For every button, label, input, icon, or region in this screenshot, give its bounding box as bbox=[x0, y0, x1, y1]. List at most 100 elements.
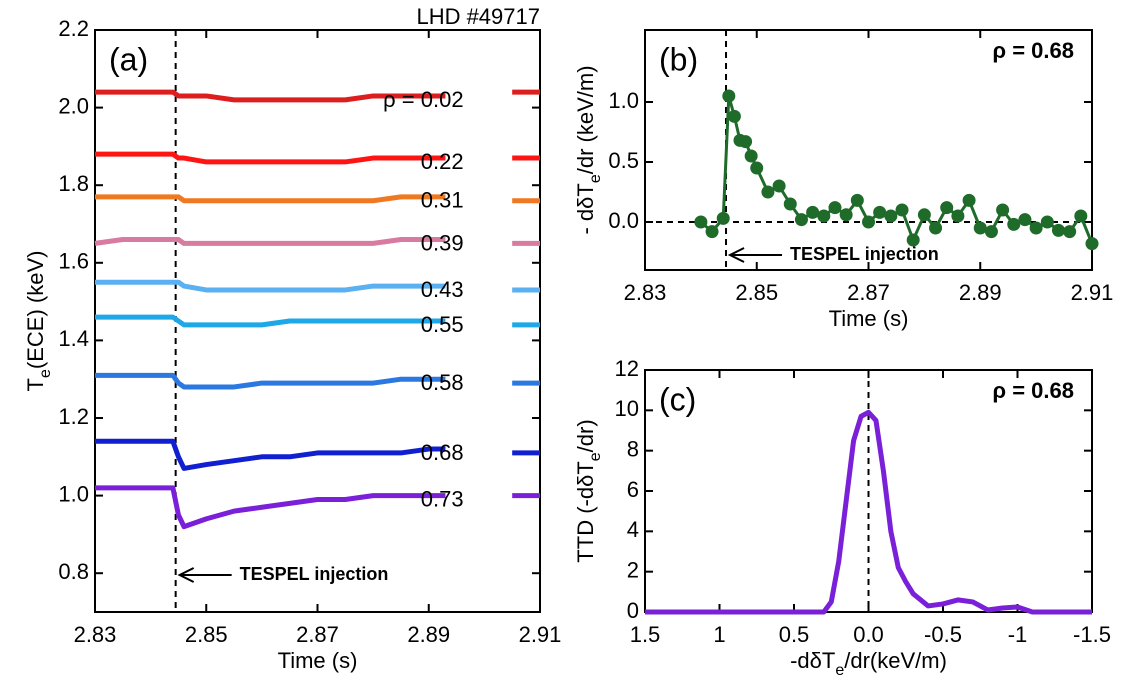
x-tick-label: 2.83 bbox=[624, 280, 667, 305]
data-point bbox=[984, 225, 998, 239]
x-tick-label: 2.85 bbox=[185, 622, 228, 647]
y-tick-label: 2.0 bbox=[58, 93, 89, 118]
series-label: 0.73 bbox=[421, 486, 464, 511]
label-part: /dr (keV/m) bbox=[573, 65, 598, 174]
rho-label: ρ = 0.68 bbox=[992, 38, 1074, 63]
data-point bbox=[906, 233, 920, 247]
data-point bbox=[973, 221, 987, 235]
data-point bbox=[1018, 213, 1032, 227]
label-part: - dδT bbox=[573, 183, 598, 234]
y-tick-label: 1.2 bbox=[58, 404, 89, 429]
data-line bbox=[645, 409, 1092, 615]
y-tick-label: 6 bbox=[627, 477, 639, 502]
data-point bbox=[962, 193, 976, 207]
x-tick-label: 2.87 bbox=[847, 280, 890, 305]
y-tick-label: 1.8 bbox=[58, 171, 89, 196]
x-tick-label: 2.85 bbox=[735, 280, 778, 305]
data-point bbox=[750, 161, 764, 175]
series-label: 0.58 bbox=[421, 370, 464, 395]
data-point bbox=[828, 201, 842, 215]
label-part: /dr(keV/m) bbox=[844, 648, 947, 673]
series-label: 0.39 bbox=[421, 230, 464, 255]
y-tick-label: 10 bbox=[615, 396, 639, 421]
annotation-arrow bbox=[727, 247, 783, 263]
series-label: 0.22 bbox=[421, 149, 464, 174]
data-line bbox=[94, 237, 540, 246]
x-tick-label: 1.5 bbox=[630, 622, 661, 647]
x-axis-label: -dδTe/dr(keV/m) bbox=[790, 648, 947, 679]
y-tick-label: 12 bbox=[615, 356, 639, 381]
data-line bbox=[95, 485, 540, 530]
data-point bbox=[862, 215, 875, 229]
annotation: TESPEL injection bbox=[790, 244, 939, 264]
annotation-arrow bbox=[177, 567, 232, 583]
label-part: e bbox=[37, 369, 54, 378]
data-point bbox=[761, 185, 775, 199]
y-tick-label: 2 bbox=[627, 557, 639, 582]
data-point bbox=[739, 135, 753, 149]
x-tick-label: 0.5 bbox=[779, 622, 810, 647]
series-label: ρ = 0.02 bbox=[383, 87, 463, 112]
y-tick-label: 2.2 bbox=[58, 16, 89, 41]
y-tick-label: 4 bbox=[627, 517, 639, 542]
label-part: e bbox=[587, 174, 604, 183]
data-point bbox=[1063, 225, 1077, 239]
y-tick-label: 0.0 bbox=[608, 208, 639, 233]
data-line bbox=[95, 194, 540, 204]
data-point bbox=[783, 197, 797, 211]
x-tick-label: -1 bbox=[1008, 622, 1028, 647]
data-point bbox=[772, 179, 786, 193]
y-tick-label: 8 bbox=[627, 436, 639, 461]
data-point bbox=[744, 149, 758, 163]
data-line bbox=[95, 279, 540, 293]
series-label: 0.31 bbox=[421, 188, 464, 213]
data-point bbox=[1007, 217, 1021, 231]
data-point bbox=[940, 201, 954, 215]
data-point bbox=[850, 193, 864, 207]
data-point bbox=[873, 205, 887, 219]
x-tick-label: 0.0 bbox=[853, 622, 884, 647]
data-line bbox=[95, 151, 540, 165]
x-tick-label: -1.5 bbox=[1073, 622, 1111, 647]
data-point bbox=[1074, 209, 1088, 223]
x-tick-label: -0.5 bbox=[924, 622, 962, 647]
x-tick-label: 2.89 bbox=[959, 280, 1002, 305]
data-point bbox=[996, 203, 1010, 217]
x-tick-label: 2.87 bbox=[296, 622, 339, 647]
data-point bbox=[917, 208, 931, 222]
x-tick-label: 2.89 bbox=[407, 622, 450, 647]
data-point bbox=[716, 211, 730, 225]
rho-label: ρ = 0.68 bbox=[992, 378, 1074, 403]
x-tick-label: 2.91 bbox=[1071, 280, 1114, 305]
data-point bbox=[817, 209, 831, 223]
y-axis-label: Te(ECE) (keV) bbox=[23, 251, 54, 392]
y-tick-label: 1.0 bbox=[58, 481, 89, 506]
y-axis-label: - dδTe/dr (keV/m) bbox=[573, 65, 604, 234]
data-point bbox=[1040, 215, 1054, 229]
series-label: 0.43 bbox=[421, 277, 464, 302]
y-tick-label: 0.8 bbox=[58, 559, 89, 584]
x-axis-label: Time (s) bbox=[278, 648, 358, 673]
label-part: e bbox=[587, 452, 604, 461]
label-part: (ECE) (keV) bbox=[23, 251, 48, 370]
series-label: 0.55 bbox=[421, 312, 464, 337]
y-tick-label: 1.6 bbox=[58, 249, 89, 274]
label-part: e bbox=[835, 662, 844, 679]
data-line bbox=[95, 314, 540, 328]
data-point bbox=[895, 203, 909, 217]
data-point bbox=[1085, 237, 1099, 251]
data-point bbox=[839, 208, 853, 222]
y-tick-label: 1.4 bbox=[58, 326, 89, 351]
y-axis-label: TTD (-dδTe/dr) bbox=[573, 419, 604, 562]
series-label: 0.68 bbox=[421, 440, 464, 465]
data-point bbox=[951, 209, 965, 223]
label-part: T bbox=[23, 378, 48, 391]
x-tick-label: 1 bbox=[713, 622, 725, 647]
data-point bbox=[929, 221, 943, 235]
panel-label: (c) bbox=[659, 381, 696, 417]
y-tick-label: 1.0 bbox=[608, 88, 639, 113]
panel-label: (b) bbox=[659, 41, 698, 77]
data-point bbox=[727, 109, 741, 123]
data-point bbox=[722, 89, 736, 103]
data-line bbox=[95, 89, 540, 103]
